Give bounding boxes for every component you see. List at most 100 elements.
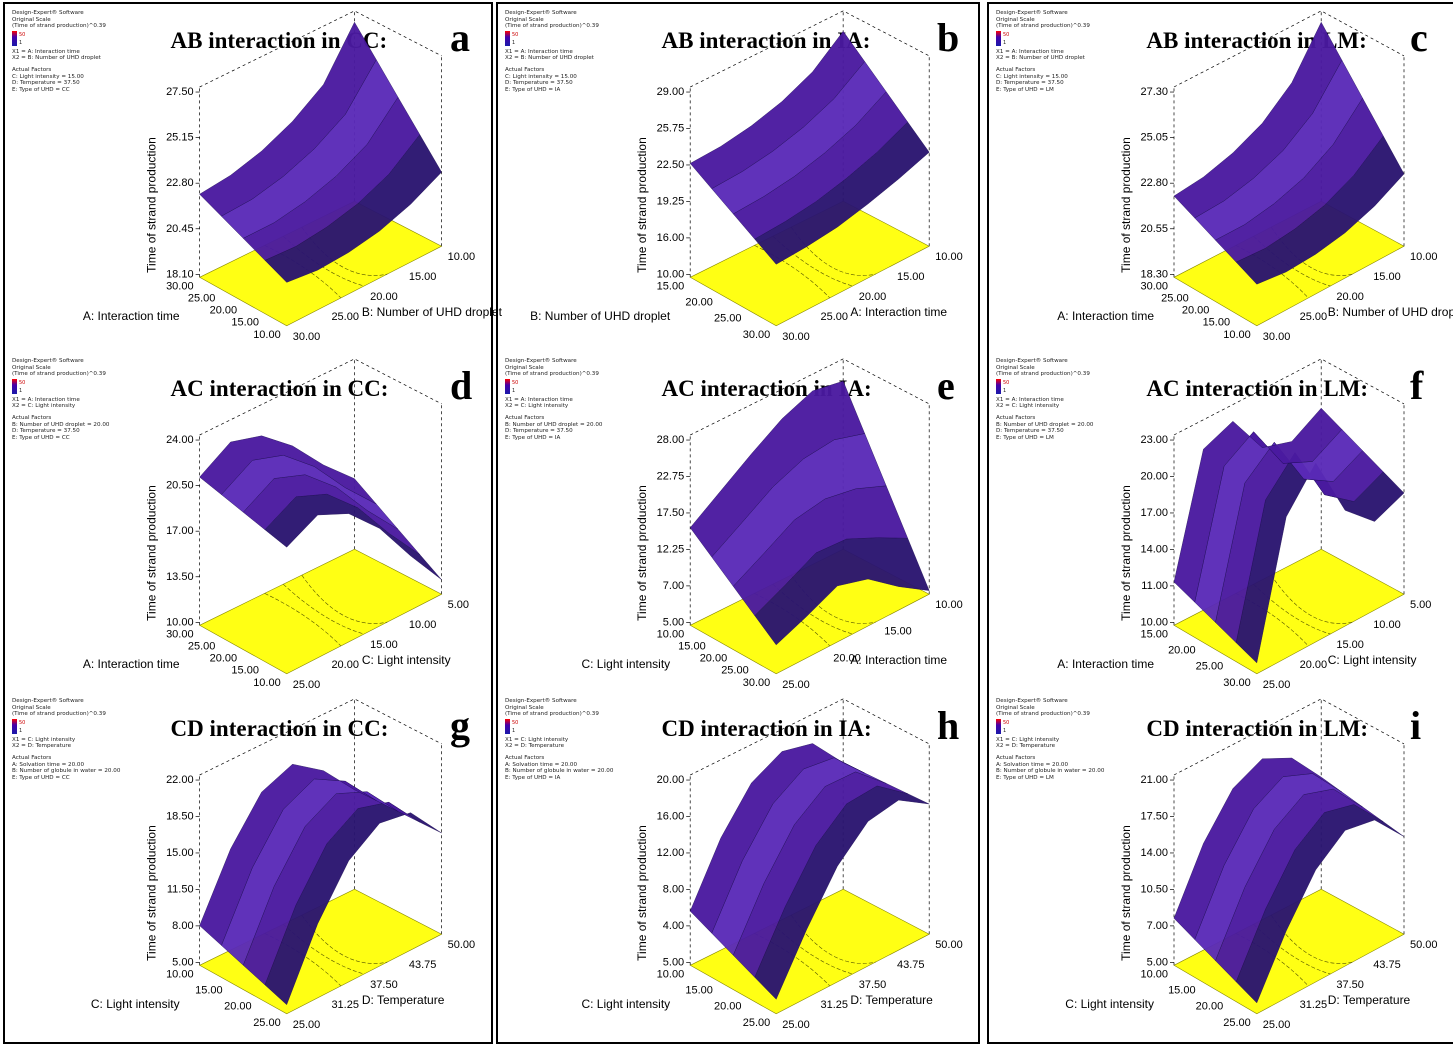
z-tick-label: 27.50 [166, 86, 194, 98]
factor-x2: X2 = C: Light intensity [505, 403, 569, 410]
z-axis: 20.00 16.00 12.00 8.00 4.00 5.00 [657, 774, 691, 968]
left-axis-label: C: Light intensity [1065, 997, 1154, 1011]
panel-letter: h [937, 703, 960, 748]
contour-line [282, 235, 365, 287]
right-tick-label: 25.00 [331, 311, 359, 323]
left-tick-label: 15.00 [195, 984, 223, 996]
color-scale-bar [996, 718, 1001, 734]
surface-patch [689, 30, 865, 189]
right-tick-label: 10.00 [935, 251, 963, 263]
left-tick-label: 25.00 [1161, 292, 1189, 304]
z-axis-label: Time of strand production [1119, 137, 1133, 273]
actual-factors-label: Actual Factors [12, 414, 52, 421]
actual-factor-1: A: Solvation time = 20.00 [505, 761, 578, 768]
scale-min: 1 [19, 39, 23, 46]
z-tick-label: 20.55 [1140, 223, 1168, 235]
software-name: Design-Expert® Software [996, 358, 1068, 364]
color-scale-bar [505, 718, 510, 734]
z-tick-label: 25.15 [166, 132, 194, 144]
z-tick-label: 10.50 [1140, 883, 1168, 895]
response-label: (Time of strand production)^0.39 [12, 371, 106, 378]
actual-factors-label: Actual Factors [996, 754, 1036, 761]
contour-line [772, 583, 853, 635]
scale-max: 50 [512, 379, 519, 386]
surface-patch [199, 21, 377, 217]
color-scale: 50 1 [505, 378, 655, 395]
scale-min: 1 [1003, 727, 1007, 734]
actual-factor-3: E: Type of UHD = LM [996, 774, 1054, 781]
plot-frame [199, 698, 442, 966]
factor-x1: X1 = C: Light intensity [12, 736, 76, 743]
contour-line [301, 574, 388, 624]
frame-top [1173, 698, 1405, 776]
response-label: (Time of strand production)^0.39 [996, 711, 1090, 718]
color-scale: 50 1 [505, 30, 655, 47]
surface-patch [242, 474, 420, 555]
actual-factor-3: E: Type of UHD = IA [505, 86, 561, 93]
left-tick-label: 25.00 [743, 1017, 771, 1029]
z-tick-label: 22.50 [657, 159, 685, 171]
z-axis: 29.00 25.75 22.50 19.25 16.00 10.00 [657, 86, 691, 280]
z-axis: 27.50 25.15 22.80 20.45 18.10 [166, 86, 200, 280]
left-tick-label: 15.00 [657, 280, 685, 292]
z-tick-label: 13.50 [166, 571, 194, 583]
right-axis: 30.00 25.00 20.00 15.00 10.00 [293, 251, 475, 343]
z-axis-label: Time of strand production [635, 485, 649, 621]
color-scale: 50 1 [996, 378, 1146, 395]
z-tick-label: 18.30 [1140, 268, 1168, 280]
right-tick-label: 15.00 [409, 271, 437, 283]
z-tick-label: 12.00 [657, 847, 685, 859]
left-axis-label: C: Light intensity [91, 997, 180, 1011]
left-tick-label: 20.00 [685, 296, 713, 308]
contour-line [772, 235, 853, 287]
color-scale: 50 1 [505, 718, 655, 735]
actual-factors-label: Actual Factors [505, 754, 545, 761]
scale-max: 50 [1003, 379, 1010, 386]
z-tick-label: 5.00 [1147, 956, 1168, 968]
software-name: Design-Expert® Software [12, 698, 84, 704]
z-tick-label: 27.30 [1140, 86, 1168, 98]
z-axis: 27.30 25.05 22.80 20.55 18.30 [1140, 86, 1174, 280]
left-tick-label: 30.00 [743, 677, 771, 689]
right-tick-label: 50.00 [448, 939, 476, 951]
right-tick-label: 20.00 [859, 291, 887, 303]
left-tick-label: 15.00 [685, 984, 713, 996]
left-tick-label: 15.00 [1203, 317, 1231, 329]
contour-line [1253, 235, 1331, 287]
surface-patch [1173, 757, 1343, 940]
panel-letter: e [937, 363, 955, 408]
left-tick-label: 20.00 [700, 653, 728, 665]
z-tick-label: 12.25 [657, 543, 685, 555]
left-tick-label: 10.00 [657, 628, 685, 640]
software-info: Design-Expert® Software Original Scale (Ti… [996, 698, 1146, 781]
color-scale-bar [996, 30, 1001, 46]
z-tick-label: 5.00 [663, 956, 684, 968]
right-axis-label: C: Light intensity [362, 653, 451, 667]
response-surface [199, 435, 442, 580]
response-surface [689, 30, 930, 265]
left-tick-label: 20.00 [1168, 644, 1196, 656]
z-tick-label: 25.75 [657, 123, 685, 135]
z-tick-label: 19.25 [657, 195, 685, 207]
right-axis-label: A: Interaction time [850, 305, 947, 319]
right-tick-label: 31.25 [1300, 999, 1328, 1011]
surface-plot: 27.30 25.05 22.80 20.55 18.30 Time of strand … [1057, 10, 1453, 343]
z-tick-label: 7.00 [663, 580, 684, 592]
left-tick-label: 20.00 [1196, 1001, 1224, 1013]
scale-min: 1 [1003, 39, 1007, 46]
right-tick-label: 25.00 [293, 679, 321, 691]
scale-label: Original Scale [996, 16, 1035, 23]
actual-factor-2: D: Temperature = 37.50 [505, 428, 573, 435]
actual-factors-label: Actual Factors [12, 66, 52, 73]
left-tick-label: 25.00 [714, 313, 742, 325]
left-tick-label: 10.00 [166, 968, 194, 980]
response-surface [1173, 407, 1405, 664]
actual-factor-2: D: Temperature = 37.50 [996, 80, 1064, 87]
response-label: (Time of strand production)^0.39 [996, 23, 1090, 30]
right-tick-label: 25.00 [782, 679, 810, 691]
software-name: Design-Expert® Software [996, 10, 1068, 16]
z-axis-label: Time of strand production [145, 485, 159, 621]
color-scale: 50 1 [996, 30, 1146, 47]
